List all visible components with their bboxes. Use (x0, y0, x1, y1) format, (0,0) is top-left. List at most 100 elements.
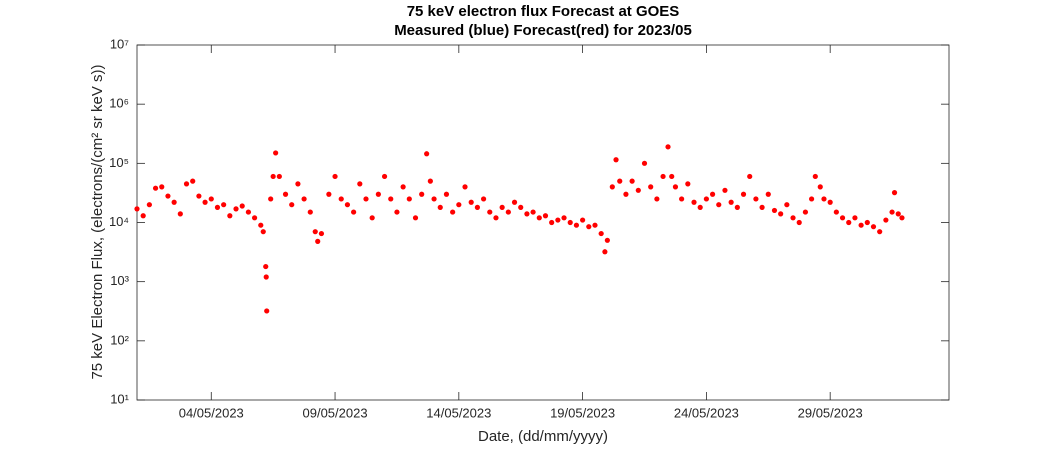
data-point (518, 204, 524, 210)
data-point (524, 211, 530, 217)
x-tick-label: 04/05/2023 (179, 405, 244, 420)
data-point (493, 215, 499, 221)
data-point (474, 204, 480, 210)
data-point (672, 184, 679, 190)
data-point (505, 209, 511, 215)
data-point (817, 184, 823, 190)
data-point (613, 157, 619, 163)
y-tick-label: 10³ (110, 273, 129, 288)
data-point (796, 219, 802, 226)
data-point (208, 196, 214, 202)
data-point (437, 204, 443, 210)
y-tick-label: 10⁷ (110, 36, 129, 51)
y-axis-label: 75 keV Electron Flux, (electrons/(cm² sr… (89, 64, 106, 379)
data-point (177, 211, 183, 217)
data-point (263, 274, 269, 280)
data-point (617, 178, 623, 184)
data-point (604, 237, 610, 243)
data-point (580, 217, 586, 223)
data-point (623, 191, 629, 197)
data-point (870, 224, 877, 230)
data-point (214, 204, 221, 210)
data-point (753, 196, 759, 202)
data-point (357, 181, 363, 187)
data-point (536, 215, 542, 221)
data-point (499, 204, 505, 210)
data-point (660, 173, 666, 180)
data-point (443, 191, 450, 197)
data-point (641, 160, 648, 166)
data-point (740, 191, 747, 197)
data-point (812, 173, 818, 180)
data-point (301, 196, 307, 202)
data-point (227, 213, 233, 219)
data-point (264, 308, 270, 314)
data-point (802, 209, 809, 215)
data-point (883, 217, 889, 223)
plot-frame (136, 44, 950, 401)
data-point (289, 202, 295, 208)
data-point (332, 173, 338, 180)
data-point (487, 209, 493, 215)
x-tick-label: 14/05/2023 (426, 405, 491, 420)
data-point (669, 173, 675, 180)
data-point (233, 206, 239, 212)
data-point (190, 178, 196, 184)
data-point (734, 204, 740, 210)
data-point (369, 215, 375, 221)
data-point (196, 193, 202, 199)
data-point (424, 151, 430, 157)
data-point (697, 204, 703, 210)
data-point (312, 229, 318, 235)
data-point (388, 196, 394, 202)
data-point (778, 211, 784, 217)
data-point (419, 191, 425, 197)
data-point (877, 229, 883, 235)
data-point (839, 215, 846, 221)
data-point (561, 215, 567, 221)
data-point (790, 215, 796, 221)
data-point (263, 263, 269, 270)
data-point (685, 181, 691, 187)
data-point (609, 184, 615, 190)
data-point (431, 196, 437, 202)
data-point (282, 191, 289, 197)
data-point (456, 202, 462, 208)
y-tick-label: 10² (110, 332, 129, 347)
data-point (654, 196, 660, 202)
data-point (598, 230, 604, 237)
data-point (183, 181, 190, 187)
data-point (245, 209, 252, 215)
data-point (665, 144, 671, 150)
data-point (759, 204, 765, 210)
chart-subtitle: Measured (blue) Forecast(red) for 2023/0… (394, 22, 692, 39)
data-point (899, 215, 905, 221)
data-point (381, 173, 388, 180)
data-point (251, 215, 258, 221)
data-point (846, 219, 852, 226)
data-point (338, 196, 344, 202)
data-point (542, 213, 549, 219)
data-point (592, 222, 598, 228)
data-point (462, 184, 468, 190)
data-point (239, 203, 245, 209)
data-point (691, 199, 697, 205)
data-point (635, 187, 641, 193)
data-point (549, 219, 555, 226)
y-tick-label: 10¹ (110, 391, 129, 406)
data-point (555, 217, 561, 223)
x-tick-label: 09/05/2023 (303, 405, 368, 420)
data-point (602, 249, 608, 255)
data-point (629, 178, 635, 184)
data-point (406, 196, 412, 202)
data-point (318, 230, 325, 237)
data-point (833, 209, 839, 215)
data-point (351, 209, 357, 215)
data-point (260, 229, 266, 235)
y-tick-label: 10⁶ (109, 96, 129, 111)
y-tick-label: 10⁵ (109, 155, 129, 170)
y-tick-label: 10⁴ (109, 214, 129, 229)
data-point (394, 209, 400, 215)
data-point (809, 196, 815, 202)
data-point (648, 184, 654, 190)
